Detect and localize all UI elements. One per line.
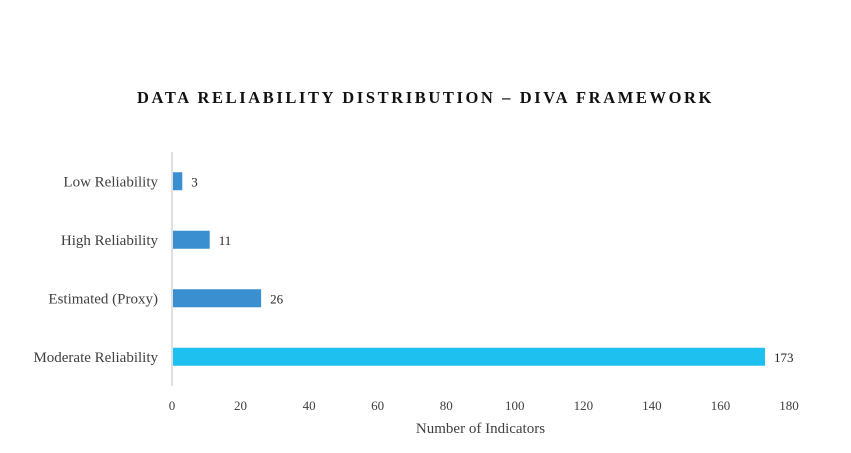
category-label: Low Reliability (63, 174, 158, 190)
x-tick-label: 180 (779, 398, 799, 413)
x-tick-label: 80 (440, 398, 453, 413)
data-label: 173 (774, 350, 794, 365)
data-label: 3 (191, 174, 198, 189)
bar-0 (173, 172, 183, 191)
x-tick-label: 100 (505, 398, 525, 413)
x-tick-label: 160 (711, 398, 731, 413)
bar-2 (173, 289, 262, 308)
x-tick-label: 40 (303, 398, 316, 413)
chart-title: DATA RELIABILITY DISTRIBUTION – DIVA FRA… (137, 88, 714, 107)
x-tick-label: 60 (371, 398, 384, 413)
data-label: 11 (219, 233, 232, 248)
x-tick-label: 20 (234, 398, 247, 413)
x-axis-title: Number of Indicators (416, 421, 545, 437)
category-label: Estimated (Proxy) (48, 291, 158, 307)
category-label: High Reliability (61, 233, 159, 249)
x-tick-label: 120 (574, 398, 594, 413)
category-label: Moderate Reliability (33, 350, 158, 366)
data-label: 26 (270, 291, 284, 306)
bar-3 (173, 347, 766, 366)
x-tick-label: 0 (169, 398, 176, 413)
bar-1 (173, 230, 210, 249)
x-tick-label: 140 (642, 398, 662, 413)
